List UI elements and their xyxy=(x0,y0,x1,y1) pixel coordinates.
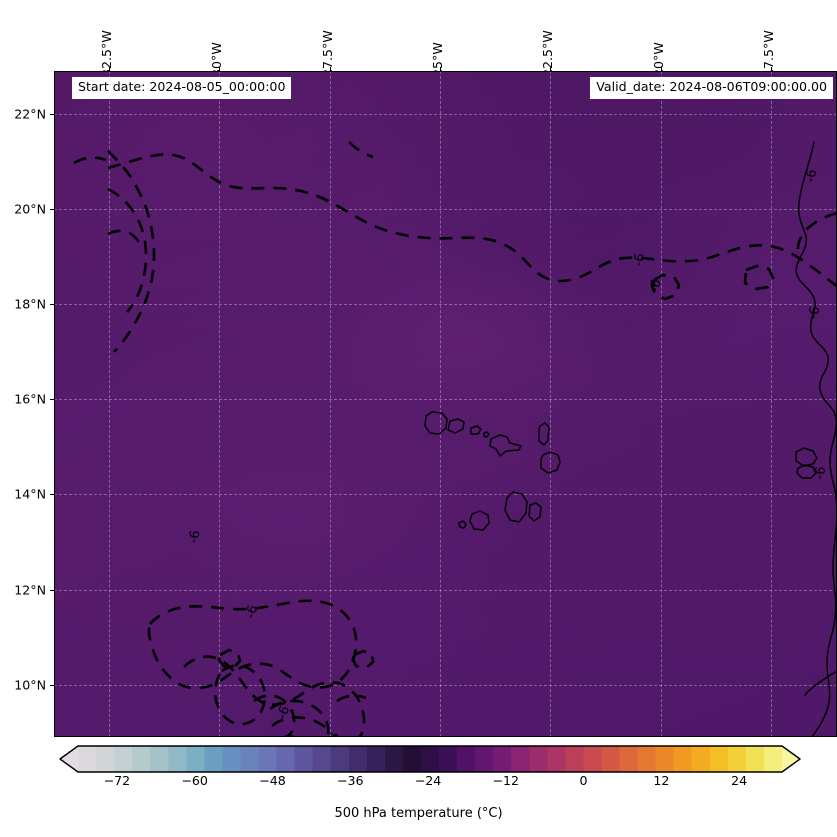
y-tick-mark-5 xyxy=(50,208,54,210)
y-tick-label-6: 22°N xyxy=(14,106,46,122)
x-tick-label-0: 32.5°W xyxy=(99,30,115,77)
y-tick-mark-3 xyxy=(50,399,54,401)
svg-text:-6: -6 xyxy=(812,465,829,480)
temperature-raster-detail xyxy=(54,71,837,737)
svg-text:-6: -6 xyxy=(186,529,203,545)
y-tick-label-1: 12°N xyxy=(14,582,46,598)
colorbar-title: 500 hPa temperature (°C) xyxy=(334,806,503,821)
contour-topcentre xyxy=(348,141,374,159)
gridline-parallel-3 xyxy=(54,399,837,401)
svg-text:-6: -6 xyxy=(330,735,347,737)
x-tick-label-2: 27.5°W xyxy=(319,30,335,77)
x-tick-mark-5 xyxy=(660,67,662,71)
start-date-annotation: Start date: 2024-08-05_00:00:00 xyxy=(72,77,292,99)
gridline-parallel-5 xyxy=(54,208,837,210)
y-tick-label-5: 20°N xyxy=(14,201,46,217)
y-tick-mark-2 xyxy=(50,494,54,496)
y-tick-label-2: 14°N xyxy=(14,486,46,502)
x-tick-mark-0 xyxy=(109,67,111,71)
contour-south-far-east xyxy=(336,694,367,703)
x-tick-mark-1 xyxy=(219,67,221,71)
svg-text:-6: -6 xyxy=(647,278,664,294)
svg-text:-6: -6 xyxy=(283,733,300,737)
contour-south-small-a xyxy=(217,648,242,669)
y-tick-mark-4 xyxy=(50,304,54,306)
contour-south-east-blob xyxy=(269,699,330,737)
gridline-parallel-1 xyxy=(54,589,837,591)
geography-overlay: -6 -6 -6 -6 -6 -6 -6 -6 -6 -6 xyxy=(73,141,837,737)
valid-date-annotation: Valid_date: 2024-08-06T09:00:00.00 xyxy=(590,77,833,99)
map-plot-area[interactable]: -6 -6 -6 -6 -6 -6 -6 -6 -6 -6 xyxy=(54,71,837,737)
contour-northwest-b xyxy=(107,187,148,313)
gridline-parallel-0 xyxy=(54,684,837,686)
svg-text:-6: -6 xyxy=(806,305,823,320)
colorbar-ticks: −72 −60 −48 −36 −24 −12 0 12 24 xyxy=(78,767,778,794)
gridline-meridian-1 xyxy=(219,71,221,737)
y-tick-mark-1 xyxy=(50,589,54,591)
contour-loop-north-a xyxy=(650,273,681,301)
svg-text:-6: -6 xyxy=(243,604,261,620)
svg-text:-6: -6 xyxy=(803,168,820,183)
gridline-parallel-2 xyxy=(54,494,837,496)
contour-south-outer xyxy=(147,599,358,690)
contour-south-mid xyxy=(183,655,366,737)
colorbar-tick-label-5: −12 xyxy=(492,773,520,788)
gambia-coast xyxy=(804,670,837,696)
x-tick-label-6: 17.5°W xyxy=(760,30,776,77)
contour-nw-blob xyxy=(73,156,107,165)
x-tick-mark-3 xyxy=(439,67,441,71)
svg-text:-6: -6 xyxy=(631,252,648,267)
contour-northwest-c xyxy=(107,229,144,251)
temperature-raster-base xyxy=(54,71,837,737)
colorbar-tick-label-1: −60 xyxy=(181,773,208,788)
colorbar-tick-label-3: −36 xyxy=(336,773,364,788)
gridline-meridian-3 xyxy=(439,71,441,737)
colorbar-gradient xyxy=(59,745,801,773)
gridline-parallel-6 xyxy=(54,113,837,115)
africa-coastline xyxy=(795,141,837,737)
colorbar-tick-label-0: −72 xyxy=(103,773,131,788)
gridline-meridian-0 xyxy=(109,71,111,737)
contour-topright xyxy=(796,211,837,250)
contour-north xyxy=(107,153,837,288)
y-tick-label-0: 10°N xyxy=(14,677,46,693)
cap-vert-peninsula xyxy=(795,447,818,467)
y-tick-mark-6 xyxy=(50,113,54,115)
contour-northwest xyxy=(107,150,156,353)
contour-south-inner-a xyxy=(213,664,267,726)
contour-loop-north-b xyxy=(743,264,775,291)
y-tick-label-3: 16°N xyxy=(14,391,46,407)
contour-south-small-b xyxy=(351,649,375,670)
colorbar-tick-label-4: −24 xyxy=(414,773,442,788)
gridline-meridian-5 xyxy=(660,71,662,737)
x-tick-mark-6 xyxy=(770,67,772,71)
y-tick-mark-0 xyxy=(50,684,54,686)
colorbar-tick-label-6: 0 xyxy=(579,773,588,788)
contour-value-labels: -6 -6 -6 -6 -6 -6 -6 -6 -6 -6 xyxy=(186,168,829,737)
y-tick-label-4: 18°N xyxy=(14,296,46,312)
gridline-meridian-4 xyxy=(550,71,552,737)
contour-south-lobe xyxy=(271,716,334,735)
cape-verde-islands xyxy=(424,411,561,531)
svg-text:-6: -6 xyxy=(275,704,294,721)
senegal-inlet xyxy=(796,464,817,479)
colorbar-tick-label-8: 24 xyxy=(731,773,748,788)
gridline-meridian-6 xyxy=(770,71,772,737)
colorbar-tick-label-2: −48 xyxy=(259,773,286,788)
colorbar[interactable] xyxy=(59,745,801,773)
gridline-meridian-2 xyxy=(329,71,331,737)
x-tick-label-4: 22.5°W xyxy=(540,30,556,77)
colorbar-tick-label-7: 12 xyxy=(653,773,670,788)
x-tick-mark-2 xyxy=(329,67,331,71)
x-tick-mark-4 xyxy=(550,67,552,71)
gridline-parallel-4 xyxy=(54,304,837,306)
